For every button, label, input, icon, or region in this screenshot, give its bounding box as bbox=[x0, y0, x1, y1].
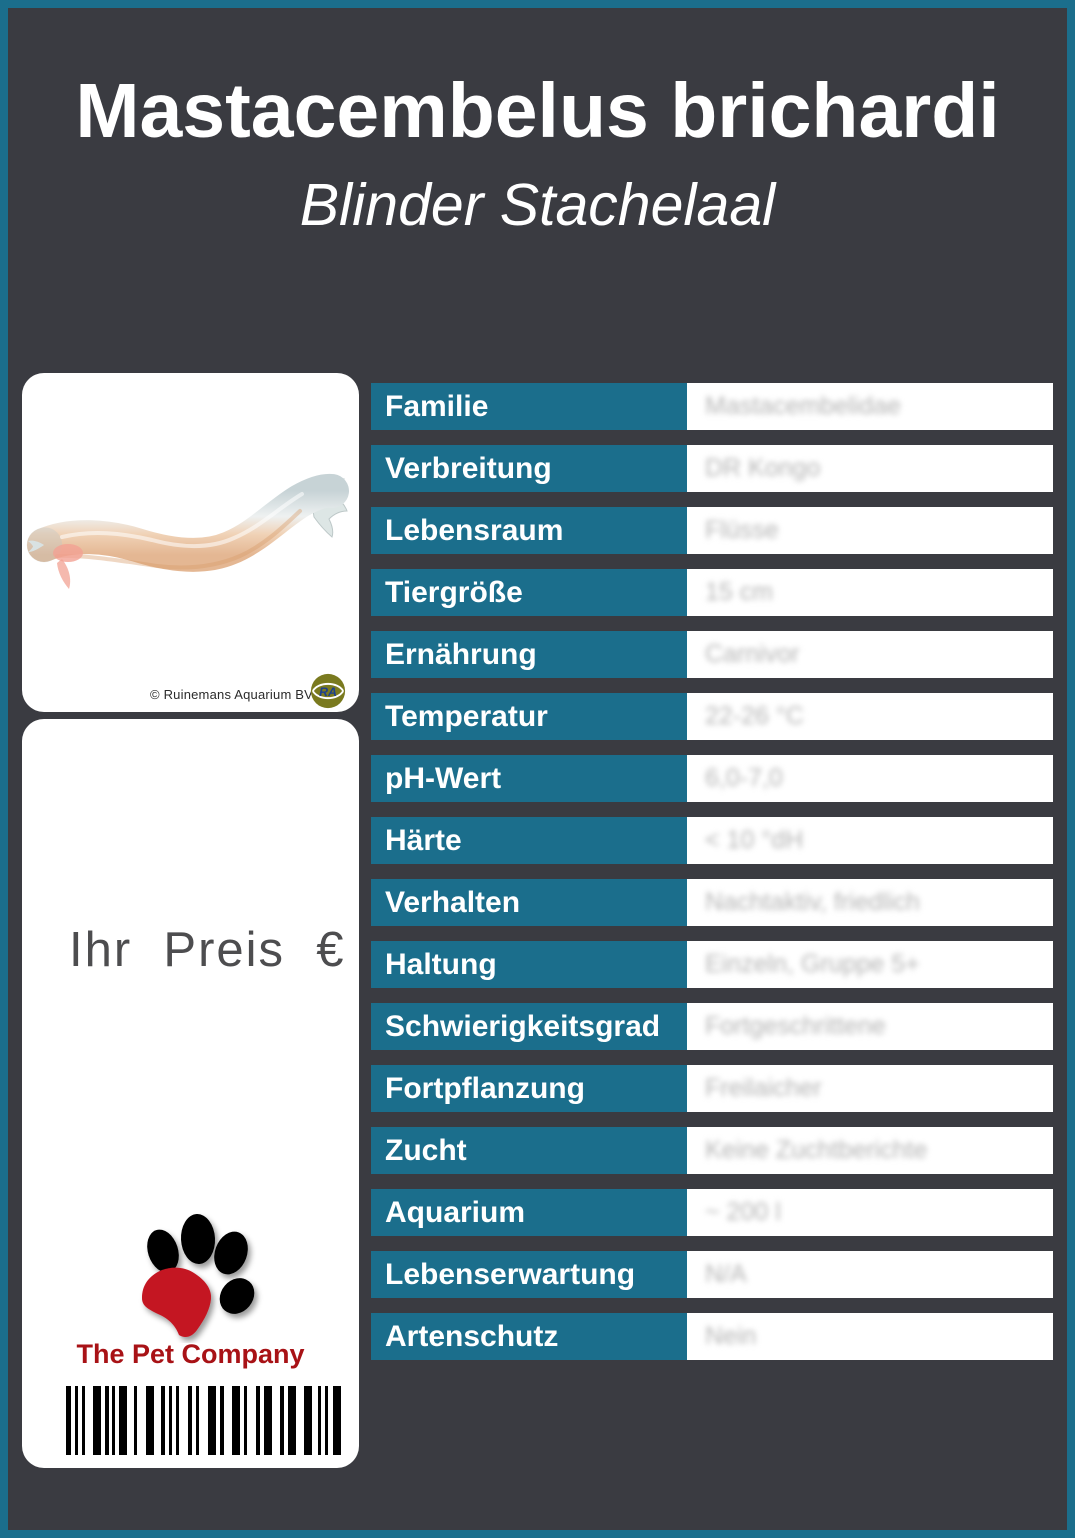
svg-text:RA: RA bbox=[319, 685, 337, 699]
